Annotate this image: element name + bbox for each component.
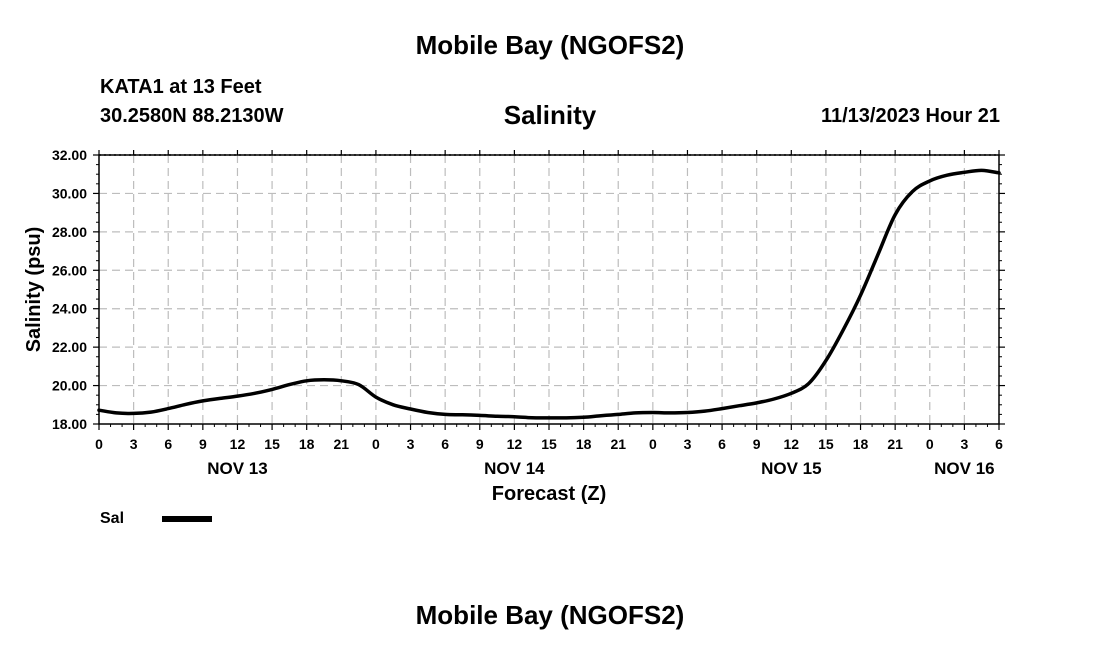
x-tick-label: 12 — [507, 436, 523, 452]
y-axis-label: Salinity (psu) — [23, 227, 45, 353]
date-label: NOV 15 — [761, 459, 821, 478]
x-tick-label: 6 — [995, 436, 1003, 452]
date-labels: NOV 13 NOV 14 NOV 15 NOV 16 — [207, 459, 994, 478]
date-label: NOV 16 — [934, 459, 994, 478]
legend-line-swatch — [162, 516, 212, 522]
date-label: NOV 13 — [207, 459, 267, 478]
x-tick-labels: 0 3 6 9 12 15 18 21 0 3 6 9 12 15 18 21 0 3 6 9 12 15 18 21 0 3 6 — [95, 436, 1003, 452]
x-tick-label: 3 — [960, 436, 968, 452]
y-tick-label: 18.00 — [52, 416, 87, 432]
legend-label: Sal — [100, 510, 125, 527]
y-tick-labels: 18.00 20.00 22.00 24.00 26.00 28.00 30.00 32.00 — [52, 147, 87, 432]
x-tick-label: 15 — [541, 436, 557, 452]
x-tick-label: 18 — [299, 436, 315, 452]
y-tick-label: 28.00 — [52, 224, 87, 240]
x-tick-label: 6 — [718, 436, 726, 452]
x-tick-label: 0 — [926, 436, 934, 452]
grid-lines — [99, 155, 999, 424]
y-tick-label: 20.00 — [52, 378, 87, 394]
x-tick-label: 12 — [230, 436, 246, 452]
x-tick-label: 6 — [441, 436, 449, 452]
x-tick-label: 21 — [887, 436, 903, 452]
footer-title: Mobile Bay (NGOFS2) — [415, 600, 685, 630]
x-tick-label: 3 — [407, 436, 415, 452]
date-label: NOV 14 — [484, 459, 545, 478]
x-tick-label: 0 — [649, 436, 657, 452]
x-tick-label: 9 — [199, 436, 207, 452]
y-tick-label: 22.00 — [52, 339, 87, 355]
chart-title: Salinity — [503, 100, 597, 130]
x-tick-label: 15 — [818, 436, 834, 452]
x-tick-label: 3 — [684, 436, 692, 452]
x-tick-label: 18 — [853, 436, 869, 452]
x-tick-label: 0 — [95, 436, 103, 452]
x-tick-label: 3 — [130, 436, 138, 452]
y-tick-label: 24.00 — [52, 301, 87, 317]
x-tick-label: 0 — [372, 436, 380, 452]
x-axis-label: Forecast (Z) — [492, 483, 606, 505]
x-tick-label: 21 — [334, 436, 350, 452]
main-title: Mobile Bay (NGOFS2) — [415, 30, 685, 60]
station-coordinates: 30.2580N 88.2130W — [100, 105, 284, 127]
y-tick-label: 32.00 — [52, 147, 87, 163]
x-tick-label: 15 — [264, 436, 280, 452]
x-tick-label: 12 — [784, 436, 800, 452]
salinity-series-line — [97, 168, 1001, 420]
x-tick-label: 9 — [476, 436, 484, 452]
x-tick-label: 18 — [576, 436, 592, 452]
y-tick-label: 26.00 — [52, 262, 87, 278]
station-name: KATA1 at 13 Feet — [100, 76, 262, 98]
x-tick-label: 6 — [164, 436, 172, 452]
axis-ticks — [93, 150, 1005, 430]
forecast-timestamp: 11/13/2023 Hour 21 — [820, 105, 1000, 127]
y-tick-label: 30.00 — [52, 185, 87, 201]
x-tick-label: 9 — [753, 436, 761, 452]
x-tick-label: 21 — [610, 436, 626, 452]
